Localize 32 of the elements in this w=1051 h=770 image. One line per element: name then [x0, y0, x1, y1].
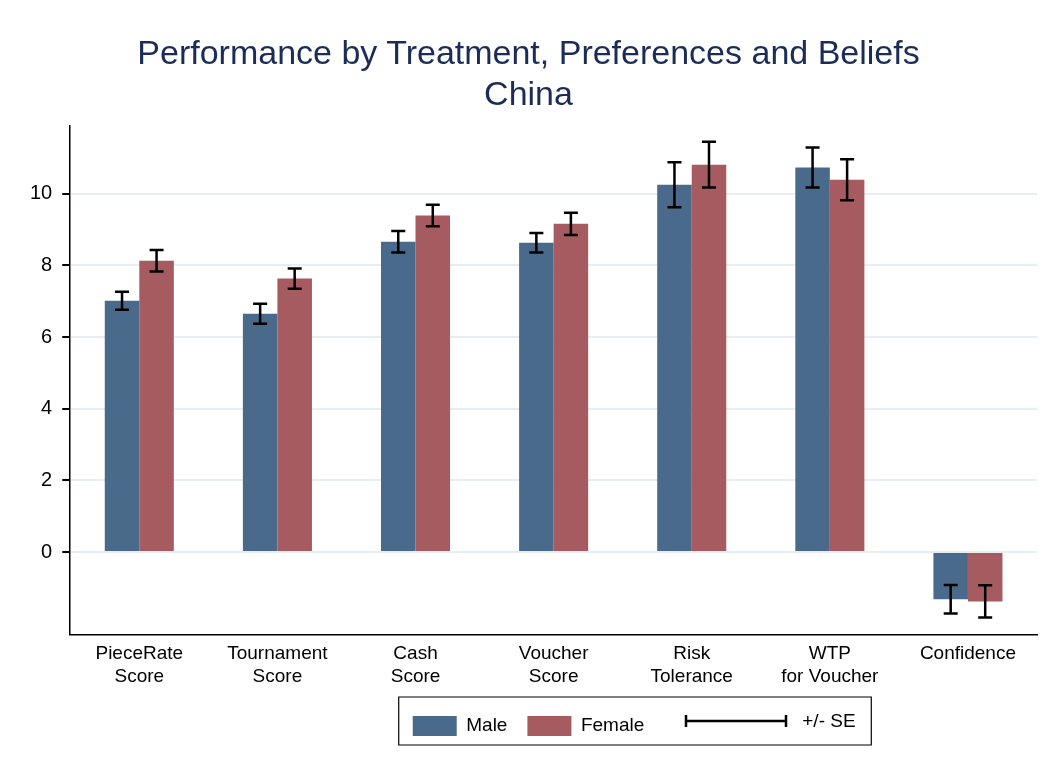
x-tick-label: Cash Score: [390, 642, 441, 686]
y-tick-label: 0: [41, 539, 53, 562]
bar: [415, 215, 451, 551]
legend-label: Male: [466, 714, 508, 736]
bar: [553, 223, 589, 551]
y-tick-label: 2: [41, 467, 53, 490]
x-tick-label: PieceRate Score: [95, 642, 184, 686]
bar: [829, 179, 865, 551]
y-tick-label: 6: [41, 324, 53, 347]
y-tick-label: 8: [41, 252, 53, 275]
x-tick-label: Tournament Score: [227, 642, 329, 686]
chart-title: Performance by Treatment, Preferences and Beliefs: [137, 32, 920, 71]
legend-label: Female: [580, 714, 645, 736]
bar: [967, 552, 1003, 602]
bar: [380, 241, 416, 551]
bar: [657, 184, 692, 551]
y-tick-label: 10: [30, 181, 53, 204]
bar: [691, 164, 727, 551]
chart-subtitle: China: [484, 73, 573, 112]
bar: [242, 313, 278, 551]
bar: [277, 278, 312, 551]
bar: [519, 242, 554, 551]
x-tick-label: WTP for Voucher: [781, 642, 880, 686]
bar: [795, 167, 830, 551]
bar: [139, 260, 174, 551]
y-tick-label: 4: [41, 396, 53, 419]
x-tick-label: Voucher Score: [518, 642, 590, 686]
x-tick-label: Risk Tolerance: [650, 642, 733, 686]
bar: [104, 300, 140, 551]
text: +/- SE: [802, 710, 856, 732]
x-tick-label: Confidence: [919, 642, 1017, 664]
bar: [933, 552, 968, 600]
